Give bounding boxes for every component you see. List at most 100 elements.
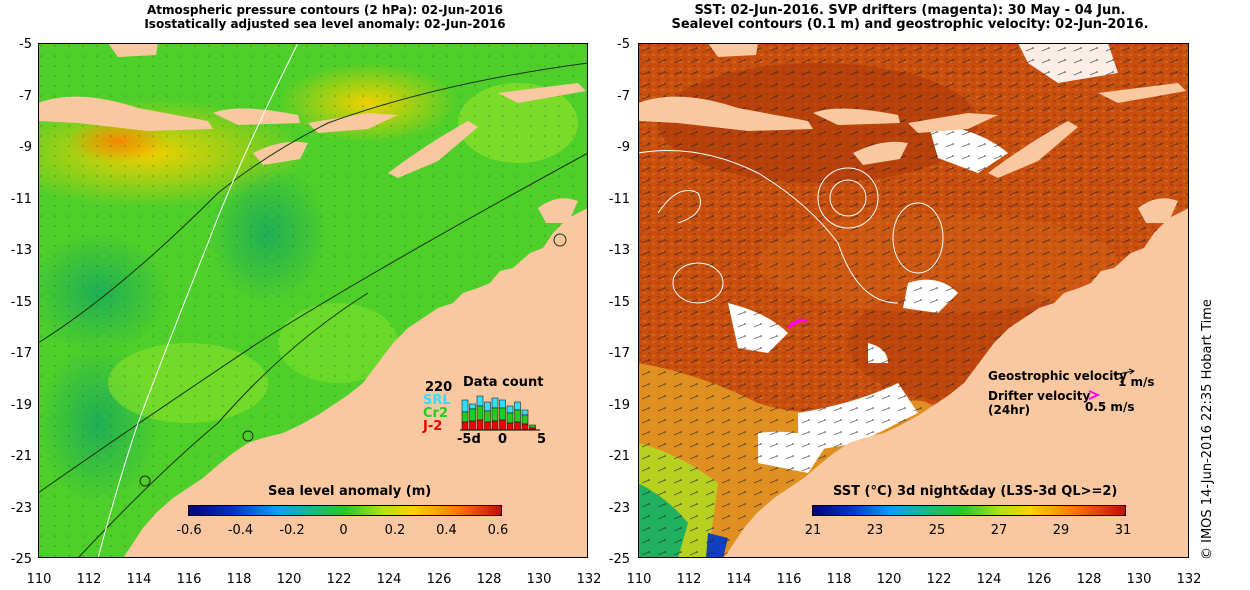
histogram-bar bbox=[521, 409, 529, 416]
x-tick-label: 126 bbox=[426, 572, 452, 587]
x-tick-label: 114 bbox=[726, 572, 752, 587]
x-tick-label: 110 bbox=[26, 572, 52, 587]
left-title-line2: Isostatically adjusted sea level anomaly… bbox=[144, 17, 506, 31]
y-tick-label: -21 bbox=[10, 449, 32, 464]
histogram-bar bbox=[514, 401, 521, 411]
x-tick-label: 132 bbox=[576, 572, 602, 587]
x-tick-label: 112 bbox=[676, 572, 702, 587]
histogram-bar bbox=[476, 419, 484, 431]
x-tick-label: 126 bbox=[1026, 572, 1052, 587]
histogram-bar bbox=[469, 408, 476, 422]
histogram-bar bbox=[514, 409, 521, 423]
histogram-bar bbox=[499, 407, 506, 421]
left-title-line1: Atmospheric pressure contours (2 hPa): 0… bbox=[146, 3, 504, 17]
sla-colorbar-tick: 0 bbox=[339, 523, 348, 538]
histogram-bar bbox=[484, 410, 491, 423]
histogram-bar bbox=[484, 401, 491, 412]
y-tick-label: -9 bbox=[617, 140, 630, 155]
drifter-arrow-icon bbox=[1088, 390, 1101, 400]
sst-map bbox=[638, 43, 1189, 558]
y-tick-label: -11 bbox=[608, 191, 630, 207]
histogram-bar bbox=[521, 414, 529, 425]
histogram-bar bbox=[469, 420, 476, 431]
sst-colorbar-tick: 25 bbox=[928, 523, 946, 538]
x-tick-label: 114 bbox=[126, 572, 152, 587]
y-tick-label: -17 bbox=[10, 346, 32, 361]
sla-colorbar-title: Sea level anomaly (m) bbox=[268, 484, 432, 499]
histogram-bar bbox=[506, 412, 514, 424]
y-tick-label: -7 bbox=[19, 88, 32, 104]
sst-colorbar-tick: 31 bbox=[1114, 523, 1132, 538]
legend-cr2: Cr2 bbox=[423, 406, 448, 421]
y-tick-label: -23 bbox=[10, 500, 32, 516]
y-tick-label: -23 bbox=[608, 500, 630, 516]
x-tick-label: 120 bbox=[276, 572, 302, 587]
histogram-bar bbox=[506, 405, 514, 414]
histogram-bar bbox=[521, 423, 529, 431]
histogram-bar bbox=[461, 411, 469, 423]
drifter-velocity-label: Drifter velocity bbox=[988, 389, 1091, 403]
y-tick-label: -5 bbox=[19, 37, 32, 52]
x-tick-label: 118 bbox=[226, 572, 252, 587]
histogram-bar bbox=[476, 405, 484, 421]
y-tick-label: -15 bbox=[608, 294, 630, 310]
data-count-histogram bbox=[460, 395, 540, 431]
x-tick-label: 116 bbox=[776, 572, 802, 587]
sla-colorbar bbox=[188, 505, 502, 516]
y-tick-label: -11 bbox=[10, 191, 32, 207]
x-tick-label: 118 bbox=[826, 572, 852, 587]
histogram-bar bbox=[491, 397, 499, 409]
x-tick-label: 132 bbox=[1176, 572, 1202, 587]
geostrophic-arrow-icon bbox=[1113, 368, 1135, 376]
sst-colorbar-title: SST (°C) 3d night&day (L3S-3d QL>=2) bbox=[833, 484, 1118, 499]
sla-colorbar-tick: -0.4 bbox=[227, 523, 254, 538]
x-tick-label: 116 bbox=[176, 572, 202, 587]
y-tick-label: -7 bbox=[617, 88, 630, 104]
x-tick-label: 122 bbox=[926, 572, 952, 587]
sst-colorbar-tick: 29 bbox=[1052, 523, 1070, 538]
x-tick-label: 130 bbox=[1126, 572, 1152, 587]
y-tick-label: -17 bbox=[608, 346, 630, 361]
histogram-bar bbox=[469, 403, 476, 410]
histogram-bar bbox=[476, 395, 484, 407]
y-tick-label: -25 bbox=[10, 552, 32, 567]
sst-colorbar-tick: 23 bbox=[866, 523, 884, 538]
x-tick-label: 110 bbox=[626, 572, 652, 587]
histogram-bar bbox=[506, 422, 514, 431]
legend-j2: J-2 bbox=[423, 419, 443, 434]
sea-level-anomaly-map bbox=[38, 43, 588, 558]
y-tick-label: -25 bbox=[608, 552, 630, 567]
histogram-bar bbox=[491, 420, 499, 431]
y-tick-label: -9 bbox=[19, 140, 32, 155]
sla-colorbar-tick: 0.2 bbox=[384, 523, 406, 538]
legend-srl: SRL bbox=[423, 393, 451, 408]
hist-tick-minus5d: -5d bbox=[457, 432, 481, 447]
sla-colorbar-tick: -0.2 bbox=[279, 523, 305, 538]
hist-tick-0: 0 bbox=[498, 432, 508, 447]
histogram-bar bbox=[461, 421, 469, 431]
histogram-bar bbox=[529, 424, 536, 429]
y-tick-label: -13 bbox=[608, 243, 630, 258]
y-tick-label: -21 bbox=[608, 449, 630, 464]
drifter-velocity-label2: (24hr) bbox=[988, 403, 1031, 417]
x-tick-label: 128 bbox=[1076, 572, 1102, 587]
histogram-bar bbox=[514, 421, 521, 431]
geostrophic-velocity-label: Geostrophic velocity bbox=[988, 369, 1127, 383]
sst-colorbar-tick: 21 bbox=[804, 523, 822, 538]
x-tick-label: 128 bbox=[476, 572, 502, 587]
sla-colorbar-tick: 0.6 bbox=[487, 523, 509, 538]
sst-colorbar-tick: 27 bbox=[990, 523, 1008, 538]
histogram-bar bbox=[491, 407, 499, 422]
histogram-bar bbox=[499, 399, 506, 409]
right-title-line2: Sealevel contours (0.1 m) and geostrophi… bbox=[671, 17, 1149, 32]
histogram-bar bbox=[484, 421, 491, 431]
sla-colorbar-tick: 0.4 bbox=[436, 523, 457, 538]
x-tick-label: 122 bbox=[326, 572, 352, 587]
histogram-bar bbox=[461, 399, 469, 413]
x-tick-label: 112 bbox=[76, 572, 102, 587]
geostrophic-scale: 1 m/s bbox=[1118, 375, 1155, 389]
drifter-scale: 0.5 m/s bbox=[1085, 400, 1135, 414]
y-tick-label: -13 bbox=[10, 243, 32, 258]
sst-colorbar bbox=[812, 505, 1126, 516]
y-tick-label: -5 bbox=[617, 37, 630, 52]
